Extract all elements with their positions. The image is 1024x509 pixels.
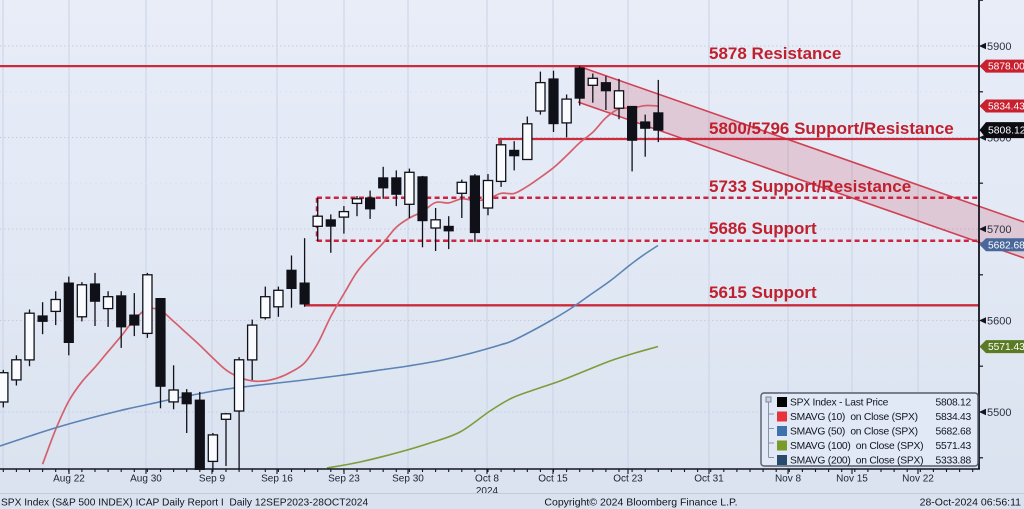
svg-text:Oct 15: Oct 15 <box>538 474 568 485</box>
svg-text:28-Oct-2024 06:56:11: 28-Oct-2024 06:56:11 <box>920 497 1022 509</box>
svg-text:5834.43: 5834.43 <box>988 102 1024 113</box>
svg-text:5878 Resistance: 5878 Resistance <box>709 44 841 63</box>
svg-text:SMAVG (10) on Close (SPX): SMAVG (10) on Close (SPX) <box>790 412 918 423</box>
svg-text:5571.43: 5571.43 <box>988 342 1024 353</box>
svg-text:5834.43: 5834.43 <box>936 412 972 423</box>
svg-text:5600: 5600 <box>987 315 1011 327</box>
svg-text:Aug 22: Aug 22 <box>53 474 85 485</box>
svg-text:Oct 8: Oct 8 <box>475 474 499 485</box>
svg-text:5800/5796 Support/Resistance: 5800/5796 Support/Resistance <box>709 119 954 138</box>
svg-text:5900: 5900 <box>987 41 1011 53</box>
svg-text:Sep 9: Sep 9 <box>199 474 226 485</box>
svg-text:Sep 23: Sep 23 <box>328 474 360 485</box>
svg-text:Oct 31: Oct 31 <box>694 474 724 485</box>
svg-text:Nov 22: Nov 22 <box>902 474 934 485</box>
svg-text:SMAVG (100) on Close (SPX): SMAVG (100) on Close (SPX) <box>790 441 923 452</box>
svg-text:SMAVG (200) on Close (SPX): SMAVG (200) on Close (SPX) <box>790 456 923 467</box>
svg-text:Oct 23: Oct 23 <box>613 474 643 485</box>
svg-text:5571.43: 5571.43 <box>936 441 972 452</box>
svg-text:5682.68: 5682.68 <box>988 240 1024 251</box>
svg-text:SPX Index (S&P 500 INDEX) ICAP: SPX Index (S&P 500 INDEX) ICAP Daily Rep… <box>1 498 368 509</box>
svg-text:5686 Support: 5686 Support <box>709 219 817 238</box>
svg-text:5808.12: 5808.12 <box>936 398 972 409</box>
svg-text:Nov 15: Nov 15 <box>836 474 868 485</box>
svg-text:5700: 5700 <box>987 224 1011 236</box>
svg-text:5878.00: 5878.00 <box>988 62 1024 73</box>
svg-text:Sep 16: Sep 16 <box>261 474 293 485</box>
svg-text:5733 Support/Resistance: 5733 Support/Resistance <box>709 177 911 196</box>
svg-text:SMAVG (50) on Close (SPX): SMAVG (50) on Close (SPX) <box>790 427 918 438</box>
svg-text:Copyright© 2024 Bloomberg Fina: Copyright© 2024 Bloomberg Finance L.P. <box>544 497 737 509</box>
svg-text:Aug 30: Aug 30 <box>130 474 162 485</box>
svg-text:5333.88: 5333.88 <box>936 456 972 467</box>
svg-text:Sep 30: Sep 30 <box>392 474 424 485</box>
svg-text:2024: 2024 <box>476 486 499 497</box>
svg-text:SPX Index - Last Price: SPX Index - Last Price <box>790 398 889 409</box>
svg-text:Nov 8: Nov 8 <box>775 474 802 485</box>
svg-text:5808.12: 5808.12 <box>988 126 1024 137</box>
svg-text:5682.68: 5682.68 <box>936 427 972 438</box>
svg-text:5615 Support: 5615 Support <box>709 283 817 302</box>
svg-text:5500: 5500 <box>987 407 1011 419</box>
